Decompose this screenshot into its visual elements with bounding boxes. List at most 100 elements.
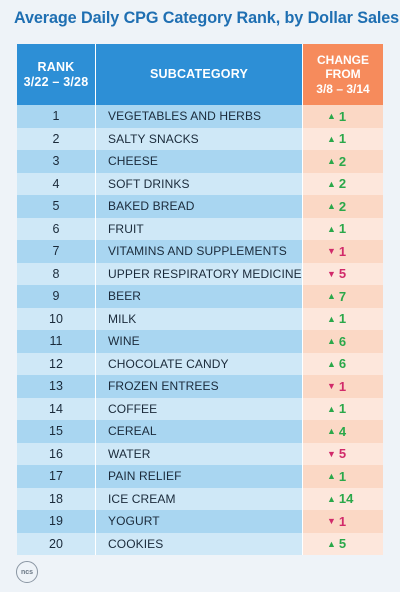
column-divider (302, 465, 303, 488)
column-divider (95, 510, 96, 533)
arrow-up-icon: ▲ (327, 178, 336, 189)
table-row: 8 UPPER RESPIRATORY MEDICINE ▼ 5 (17, 262, 383, 285)
change-value: 1 (338, 221, 347, 237)
table-row: 10 MILK ▲ 1 (17, 307, 383, 330)
rank-cell: 8 (17, 262, 95, 285)
rank-cell: 3 (17, 150, 95, 173)
arrow-up-icon: ▲ (327, 201, 336, 212)
arrow-up-icon: ▲ (327, 313, 336, 324)
rank-cell: 7 (17, 240, 95, 263)
table-row: 12 CHOCOLATE CANDY ▲ 6 (17, 352, 383, 375)
table-row: 6 FRUIT ▲ 1 (17, 217, 383, 240)
subcategory-cell: UPPER RESPIRATORY MEDICINE (96, 262, 302, 285)
rank-cell: 11 (17, 330, 95, 353)
column-divider (95, 532, 96, 555)
subcategory-cell: WATER (96, 442, 302, 465)
change-cell: ▲ 1 (303, 465, 383, 488)
table-row: 19 YOGURT ▼ 1 (17, 510, 383, 533)
arrow-up-icon: ▲ (327, 426, 336, 437)
header-rank-dates: 3/22 – 3/28 (23, 74, 89, 89)
rank-cell: 13 (17, 375, 95, 398)
change-cell: ▲ 1 (303, 217, 383, 240)
rank-table: RANK 3/22 – 3/28 SUBCATEGORY CHANGE FROM… (17, 44, 383, 555)
header-change-label: CHANGE (316, 52, 369, 67)
change-value: 4 (338, 423, 347, 439)
header-divider (95, 44, 96, 105)
header-subcategory: SUBCATEGORY (96, 44, 302, 105)
change-value: 1 (338, 401, 347, 417)
table-row: 1 VEGETABLES AND HERBS ▲ 1 (17, 105, 383, 128)
arrow-up-icon: ▲ (327, 133, 336, 144)
column-divider (302, 375, 303, 398)
table-body: 1 VEGETABLES AND HERBS ▲ 1 2 SALTY SNACKS ▲ 1 3 C… (17, 105, 383, 555)
table-row: 9 BEER ▲ 7 (17, 285, 383, 308)
column-divider (302, 240, 303, 263)
subcategory-cell: VITAMINS AND SUPPLEMENTS (96, 240, 302, 263)
change-cell: ▲ 2 (303, 172, 383, 195)
column-divider (95, 105, 96, 128)
arrow-up-icon: ▲ (327, 156, 336, 167)
rank-cell: 18 (17, 487, 95, 510)
header-change-from: FROM (325, 67, 361, 82)
change-value: 1 (338, 378, 347, 394)
logo-text: ncs (20, 568, 34, 576)
subcategory-cell: SOFT DRINKS (96, 172, 302, 195)
arrow-down-icon: ▼ (327, 268, 336, 279)
change-value: 5 (338, 446, 347, 462)
subcategory-cell: COOKIES (96, 532, 302, 555)
arrow-down-icon: ▼ (327, 381, 336, 392)
change-value: 2 (338, 176, 347, 192)
rank-cell: 16 (17, 442, 95, 465)
column-divider (302, 510, 303, 533)
change-value: 6 (338, 333, 347, 349)
column-divider (95, 330, 96, 353)
table-row: 3 CHEESE ▲ 2 (17, 150, 383, 173)
header-change: CHANGE FROM 3/8 – 3/14 (303, 44, 383, 105)
arrow-down-icon: ▼ (327, 246, 336, 257)
change-cell: ▲ 14 (303, 487, 383, 510)
change-cell: ▲ 1 (303, 397, 383, 420)
column-divider (95, 127, 96, 150)
arrow-up-icon: ▲ (327, 358, 336, 369)
change-cell: ▼ 1 (303, 375, 383, 398)
change-cell: ▲ 2 (303, 150, 383, 173)
column-divider (302, 532, 303, 555)
change-cell: ▲ 6 (303, 352, 383, 375)
change-cell: ▼ 1 (303, 240, 383, 263)
column-divider (95, 217, 96, 240)
rank-cell: 6 (17, 217, 95, 240)
change-value: 1 (338, 311, 347, 327)
arrow-down-icon: ▼ (327, 516, 336, 527)
change-cell: ▲ 1 (303, 307, 383, 330)
subcategory-cell: WINE (96, 330, 302, 353)
column-divider (302, 352, 303, 375)
column-divider (95, 442, 96, 465)
subcategory-cell: SALTY SNACKS (96, 127, 302, 150)
rank-cell: 2 (17, 127, 95, 150)
subcategory-cell: CHOCOLATE CANDY (96, 352, 302, 375)
column-divider (302, 150, 303, 173)
column-divider (302, 195, 303, 218)
change-value: 2 (338, 198, 347, 214)
change-value: 5 (338, 536, 347, 552)
column-divider (95, 397, 96, 420)
header-divider (302, 44, 303, 105)
header-rank-label: RANK (37, 59, 75, 74)
column-divider (302, 420, 303, 443)
subcategory-cell: BEER (96, 285, 302, 308)
arrow-up-icon: ▲ (327, 538, 336, 549)
rank-cell: 10 (17, 307, 95, 330)
column-divider (302, 442, 303, 465)
column-divider (95, 195, 96, 218)
rank-cell: 15 (17, 420, 95, 443)
subcategory-cell: FRUIT (96, 217, 302, 240)
change-value: 1 (338, 468, 347, 484)
table-row: 14 COFFEE ▲ 1 (17, 397, 383, 420)
change-cell: ▲ 1 (303, 105, 383, 128)
table-row: 2 SALTY SNACKS ▲ 1 (17, 127, 383, 150)
column-divider (95, 487, 96, 510)
column-divider (302, 172, 303, 195)
change-value: 7 (338, 288, 347, 304)
change-value: 14 (338, 491, 354, 507)
rank-cell: 14 (17, 397, 95, 420)
